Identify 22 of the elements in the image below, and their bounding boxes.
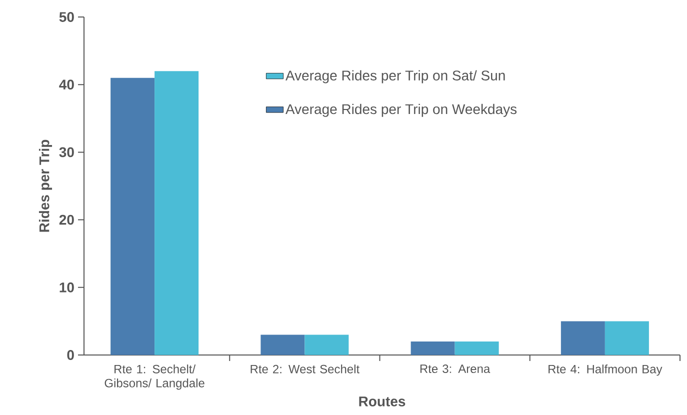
legend-label: Average Rides per Trip on Sat/ Sun [286, 70, 505, 84]
y-tick-label: 0 [67, 350, 74, 360]
y-axis-title: Rides per Trip [38, 140, 52, 232]
y-tick-label: 20 [59, 214, 74, 225]
x-tick-label: Rte 2: West Sechelt [250, 364, 360, 374]
bar [154, 71, 199, 355]
x-tick-label: Rte 3: Arena [420, 364, 490, 374]
x-tick-label: Rte 1: Sechelt/ Gibsons/ Langdale [104, 364, 204, 390]
y-tick-label: 50 [59, 12, 74, 22]
x-tick-label: Rte 4: Halfmoon Bay [548, 364, 662, 376]
bar [260, 334, 305, 355]
bar [110, 78, 155, 355]
bar [454, 341, 499, 355]
bar [304, 334, 349, 355]
y-tick-label: 40 [59, 80, 74, 90]
bar [604, 321, 649, 355]
y-tick-label: 30 [59, 147, 74, 158]
x-axis-title: Routes [359, 396, 406, 406]
bar [560, 321, 605, 355]
legend-label: Average Rides per Trip on Weekdays [286, 104, 517, 117]
bar [410, 341, 455, 355]
y-tick-label: 10 [60, 282, 74, 292]
